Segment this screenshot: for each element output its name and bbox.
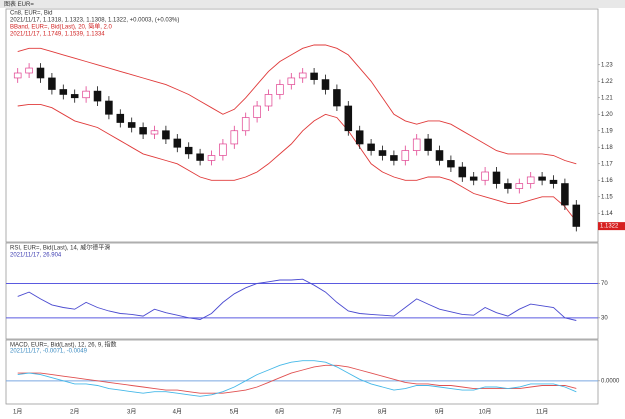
x-tick-label: 3月 xyxy=(127,409,136,416)
candle-body xyxy=(390,155,398,161)
y-tick-label: 1.19 xyxy=(601,128,613,134)
price-panel xyxy=(5,8,599,243)
candle-body xyxy=(492,171,501,184)
price-title: Cn8, EUR=, Bid xyxy=(10,11,53,17)
x-tick-label: 10月 xyxy=(479,409,492,416)
x-tick-label: 6月 xyxy=(275,409,284,416)
x-tick-label: 8月 xyxy=(378,409,387,416)
series-line xyxy=(17,360,577,397)
y-tick-label: 70 xyxy=(601,281,608,287)
candle-body xyxy=(344,105,353,132)
series-line xyxy=(17,364,577,394)
candle-body xyxy=(276,84,284,95)
candle-body xyxy=(458,166,467,178)
candle-body xyxy=(93,90,102,102)
price-readout: 2021/11/17, 1.1318, 1.1323, 1.1308, 1.13… xyxy=(10,18,179,24)
window-title: 图表 EUR= xyxy=(4,0,34,8)
candle-body xyxy=(424,138,432,151)
x-tick-label: 11月 xyxy=(536,409,548,416)
candle-body xyxy=(196,153,204,161)
macd-title: MACD, EUR=, Bid(Last), 12, 26, 9, 指数 xyxy=(10,341,117,349)
bband-upper xyxy=(17,44,577,165)
candle-body xyxy=(116,113,125,123)
candle-body xyxy=(367,143,375,151)
candle-body xyxy=(207,155,216,161)
candle-body xyxy=(253,105,261,118)
candle-body xyxy=(401,150,410,161)
candle-body xyxy=(184,146,193,155)
x-tick-label: 5月 xyxy=(230,409,239,416)
candle-body xyxy=(287,77,296,85)
y-tick-label: 0.0000 xyxy=(601,378,620,384)
candle-body xyxy=(173,138,182,148)
y-tick-label: 1.14 xyxy=(601,211,613,217)
x-tick-label: 7月 xyxy=(332,409,341,416)
candle-body xyxy=(321,79,330,90)
candle-body xyxy=(127,122,136,128)
y-tick-label: 1.16 xyxy=(601,178,613,184)
bband-lower xyxy=(17,103,577,222)
y-tick-label: 1.23 xyxy=(601,62,613,68)
top-bar xyxy=(0,0,625,8)
bband-readout: 2021/11/17, 1.1749, 1.1539, 1.1334 xyxy=(10,32,105,38)
candle-body xyxy=(378,150,387,156)
y-tick-label: 1.17 xyxy=(601,161,613,167)
candle-body xyxy=(469,176,478,181)
candle-body xyxy=(549,179,558,184)
rsi-title: RSI, EUR=, Bid(Last), 14, 威尔德平滑 xyxy=(10,244,110,252)
candle-body xyxy=(105,100,113,115)
candle-body xyxy=(13,72,22,79)
candle-body xyxy=(241,117,250,132)
candle-body xyxy=(36,67,45,79)
candle-body xyxy=(561,183,569,206)
candle-body xyxy=(435,150,444,161)
candle-body xyxy=(298,72,307,79)
y-tick-label: 1.21 xyxy=(601,95,613,101)
x-tick-label: 1月 xyxy=(13,409,22,416)
candle-body xyxy=(481,171,489,181)
candle-body xyxy=(219,143,227,156)
candle-body xyxy=(70,94,79,99)
candle-body xyxy=(139,127,147,135)
y-tick-label: 1.18 xyxy=(601,145,613,151)
candle-body xyxy=(310,72,318,80)
candle-body xyxy=(82,90,90,99)
candle-body xyxy=(447,160,455,168)
rsi-readout: 2021/11/17, 26.904 xyxy=(10,253,62,259)
candle-body xyxy=(162,130,170,140)
candle-body xyxy=(504,183,512,189)
candle-body xyxy=(355,130,364,145)
candle-body xyxy=(150,130,159,135)
candle-body xyxy=(538,176,546,181)
y-tick-label: 1.15 xyxy=(601,194,613,200)
x-tick-label: 4月 xyxy=(173,409,182,416)
candle-body xyxy=(515,183,524,189)
x-tick-label: 9月 xyxy=(435,409,444,416)
series-line xyxy=(17,278,577,321)
candle-body xyxy=(412,138,421,151)
y-tick-label: 30 xyxy=(601,315,608,321)
y-tick-label: 1.22 xyxy=(601,79,613,85)
candle-body xyxy=(59,89,68,95)
candle-body xyxy=(230,130,239,145)
y-tick-label: 1.20 xyxy=(601,112,613,118)
last-price-label: 1.1322 xyxy=(600,224,619,230)
macd-panel xyxy=(5,339,599,405)
macd-readout: 2021/11/17, -0.0071, -0.0049 xyxy=(10,349,88,355)
candle-body xyxy=(333,89,341,107)
candle-body xyxy=(25,67,33,74)
rsi-panel xyxy=(5,242,599,340)
x-tick-label: 2月 xyxy=(70,409,79,416)
candle-body xyxy=(264,94,273,107)
candle-body xyxy=(572,204,581,227)
last-price-box xyxy=(598,222,625,231)
bband-name: BBand, EUR=, Bid(Last), 20, 简单, 2.0 xyxy=(10,23,113,31)
candle-body xyxy=(48,77,56,90)
candle-body xyxy=(526,176,535,184)
